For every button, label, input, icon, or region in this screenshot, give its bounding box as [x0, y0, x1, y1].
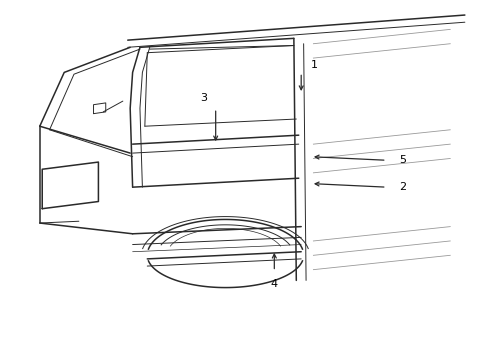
- Text: 3: 3: [200, 93, 207, 103]
- Text: 2: 2: [399, 182, 406, 192]
- Text: 4: 4: [271, 279, 278, 289]
- Text: 1: 1: [311, 60, 318, 70]
- Text: 5: 5: [399, 155, 406, 165]
